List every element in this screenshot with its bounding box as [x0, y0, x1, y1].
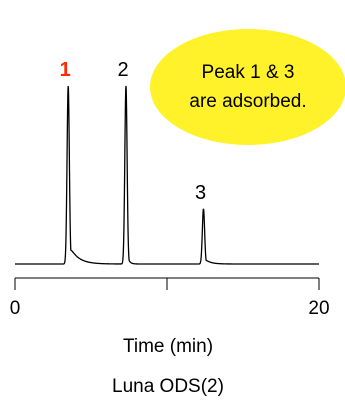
x-tick-label-0: 0	[10, 298, 21, 319]
peak-label-2: 2	[117, 59, 128, 81]
peak-label-3: 3	[195, 182, 206, 204]
x-tick-label-20: 20	[308, 298, 329, 319]
x-axis-title: Time (min)	[123, 336, 213, 357]
peak-label-1: 1	[60, 59, 71, 81]
annotation-line-2: are adsorbed.	[189, 91, 306, 112]
annotation-line-1: Peak 1 & 3	[202, 62, 295, 83]
chromatogram-trace	[15, 85, 319, 265]
annotation-bubble	[150, 29, 345, 145]
chart-caption: Luna ODS(2)	[112, 376, 224, 397]
